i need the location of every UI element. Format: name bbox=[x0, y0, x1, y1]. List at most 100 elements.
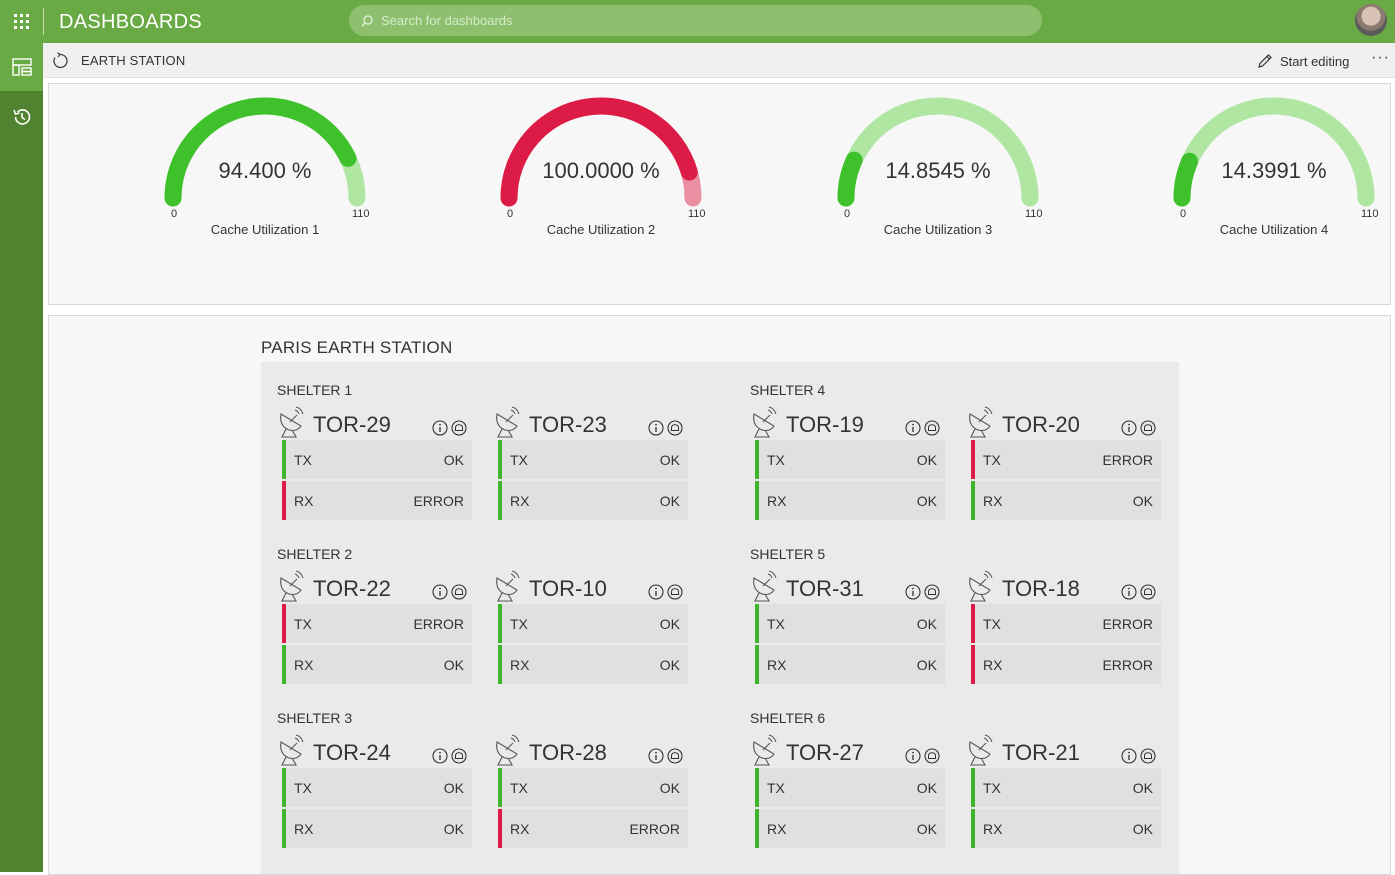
rx-status-row[interactable]: RX OK bbox=[498, 481, 688, 520]
start-editing-button[interactable]: Start editing bbox=[1257, 51, 1349, 71]
tx-label: TX bbox=[767, 452, 785, 468]
rx-status-row[interactable]: RX OK bbox=[755, 645, 945, 684]
alarm-icon[interactable] bbox=[451, 748, 467, 764]
info-icon[interactable] bbox=[648, 420, 664, 436]
rx-status-row[interactable]: RX OK bbox=[282, 809, 472, 848]
tx-status-row[interactable]: TX OK bbox=[498, 604, 688, 643]
nav-dashboards[interactable] bbox=[0, 43, 43, 91]
alarm-icon[interactable] bbox=[1140, 748, 1156, 764]
alarm-icon[interactable] bbox=[451, 584, 467, 600]
info-icon[interactable] bbox=[648, 584, 664, 600]
tx-status-row[interactable]: TX ERROR bbox=[971, 440, 1161, 479]
alarm-icon[interactable] bbox=[667, 748, 683, 764]
device-name: TOR-28 bbox=[529, 740, 607, 765]
info-icon[interactable] bbox=[1121, 748, 1137, 764]
info-icon[interactable] bbox=[905, 748, 921, 764]
info-icon[interactable] bbox=[905, 584, 921, 600]
divider bbox=[43, 8, 44, 35]
rx-status-row[interactable]: RX ERROR bbox=[971, 645, 1161, 684]
alarm-icon[interactable] bbox=[667, 584, 683, 600]
device-name: TOR-21 bbox=[1002, 740, 1080, 765]
device-card-tor-27[interactable]: TOR-27 TX OK RX OK bbox=[750, 734, 945, 854]
rx-status-row[interactable]: RX OK bbox=[971, 809, 1161, 848]
rx-status: OK bbox=[659, 493, 680, 509]
shelter-label: SHELTER 6 bbox=[750, 710, 826, 726]
rx-status: OK bbox=[916, 821, 937, 837]
search-input[interactable] bbox=[381, 13, 1021, 28]
rx-status: OK bbox=[443, 657, 464, 673]
device-card-tor-19[interactable]: TOR-19 TX OK RX OK bbox=[750, 406, 945, 526]
tx-status: OK bbox=[1132, 780, 1153, 796]
device-card-tor-22[interactable]: TOR-22 TX ERROR RX OK bbox=[277, 570, 472, 690]
tx-label: TX bbox=[983, 452, 1001, 468]
tx-status-row[interactable]: TX OK bbox=[282, 440, 472, 479]
alarm-icon[interactable] bbox=[924, 420, 940, 436]
tx-status-row[interactable]: TX OK bbox=[498, 768, 688, 807]
tx-status-row[interactable]: TX OK bbox=[755, 604, 945, 643]
device-card-tor-23[interactable]: TOR-23 TX OK RX OK bbox=[493, 406, 688, 526]
rx-label: RX bbox=[510, 493, 530, 509]
satellite-dish-icon bbox=[496, 570, 520, 602]
gauge-max: 110 bbox=[352, 208, 370, 220]
more-options-button[interactable]: ··· bbox=[1371, 49, 1390, 66]
device-card-tor-10[interactable]: TOR-10 TX OK RX OK bbox=[493, 570, 688, 690]
tx-status-row[interactable]: TX OK bbox=[755, 440, 945, 479]
info-icon[interactable] bbox=[432, 748, 448, 764]
tx-status-row[interactable]: TX OK bbox=[755, 768, 945, 807]
device-card-tor-21[interactable]: TOR-21 TX OK RX OK bbox=[966, 734, 1161, 854]
device-name: TOR-29 bbox=[313, 412, 391, 437]
info-icon[interactable] bbox=[1121, 584, 1137, 600]
history-icon bbox=[12, 109, 30, 125]
rx-label: RX bbox=[510, 657, 530, 673]
tx-status-row[interactable]: TX OK bbox=[282, 768, 472, 807]
tx-status-row[interactable]: TX ERROR bbox=[971, 604, 1161, 643]
device-card-tor-24[interactable]: TOR-24 TX OK RX OK bbox=[277, 734, 472, 854]
refresh-icon[interactable] bbox=[51, 52, 69, 70]
tx-status-row[interactable]: TX OK bbox=[971, 768, 1161, 807]
tx-label: TX bbox=[294, 452, 312, 468]
app-launcher-button[interactable] bbox=[0, 0, 43, 43]
device-card-tor-20[interactable]: TOR-20 TX ERROR RX OK bbox=[966, 406, 1161, 526]
rx-status-row[interactable]: RX ERROR bbox=[498, 809, 688, 848]
app-title: DASHBOARDS bbox=[59, 11, 203, 33]
alarm-icon[interactable] bbox=[924, 748, 940, 764]
shelter-label: SHELTER 1 bbox=[277, 382, 353, 398]
rx-status-row[interactable]: RX OK bbox=[282, 645, 472, 684]
nav-history[interactable] bbox=[0, 95, 43, 139]
device-card-tor-31[interactable]: TOR-31 TX OK RX OK bbox=[750, 570, 945, 690]
device-card-tor-29[interactable]: TOR-29 TX OK RX ERROR bbox=[277, 406, 472, 526]
alarm-icon[interactable] bbox=[451, 420, 467, 436]
tx-status-row[interactable]: TX ERROR bbox=[282, 604, 472, 643]
info-icon[interactable] bbox=[432, 420, 448, 436]
alarm-icon[interactable] bbox=[1140, 584, 1156, 600]
alarm-icon[interactable] bbox=[667, 420, 683, 436]
tx-status-row[interactable]: TX OK bbox=[498, 440, 688, 479]
rx-status-row[interactable]: RX OK bbox=[755, 809, 945, 848]
alarm-icon[interactable] bbox=[924, 584, 940, 600]
rx-label: RX bbox=[983, 657, 1003, 673]
tx-status: OK bbox=[443, 452, 464, 468]
satellite-dish-icon bbox=[280, 406, 304, 438]
tx-label: TX bbox=[510, 452, 528, 468]
device-card-tor-28[interactable]: TOR-28 TX OK RX ERROR bbox=[493, 734, 688, 854]
gauge-label: Cache Utilization 2 bbox=[546, 222, 656, 237]
rx-status-row[interactable]: RX OK bbox=[755, 481, 945, 520]
info-icon[interactable] bbox=[905, 420, 921, 436]
gauge-label: Cache Utilization 1 bbox=[210, 222, 320, 237]
rx-status-row[interactable]: RX ERROR bbox=[282, 481, 472, 520]
avatar[interactable] bbox=[1355, 4, 1387, 36]
search-box[interactable] bbox=[349, 5, 1042, 36]
left-nav bbox=[0, 43, 43, 872]
info-icon[interactable] bbox=[648, 748, 664, 764]
rx-label: RX bbox=[767, 657, 787, 673]
device-card-tor-18[interactable]: TOR-18 TX ERROR RX ERROR bbox=[966, 570, 1161, 690]
info-icon[interactable] bbox=[1121, 420, 1137, 436]
tx-label: TX bbox=[510, 780, 528, 796]
alarm-icon[interactable] bbox=[1140, 420, 1156, 436]
rx-status-row[interactable]: RX OK bbox=[498, 645, 688, 684]
device-name: TOR-20 bbox=[1002, 412, 1080, 437]
gauge-arc bbox=[1173, 97, 1375, 207]
tx-status: OK bbox=[916, 780, 937, 796]
rx-status-row[interactable]: RX OK bbox=[971, 481, 1161, 520]
info-icon[interactable] bbox=[432, 584, 448, 600]
